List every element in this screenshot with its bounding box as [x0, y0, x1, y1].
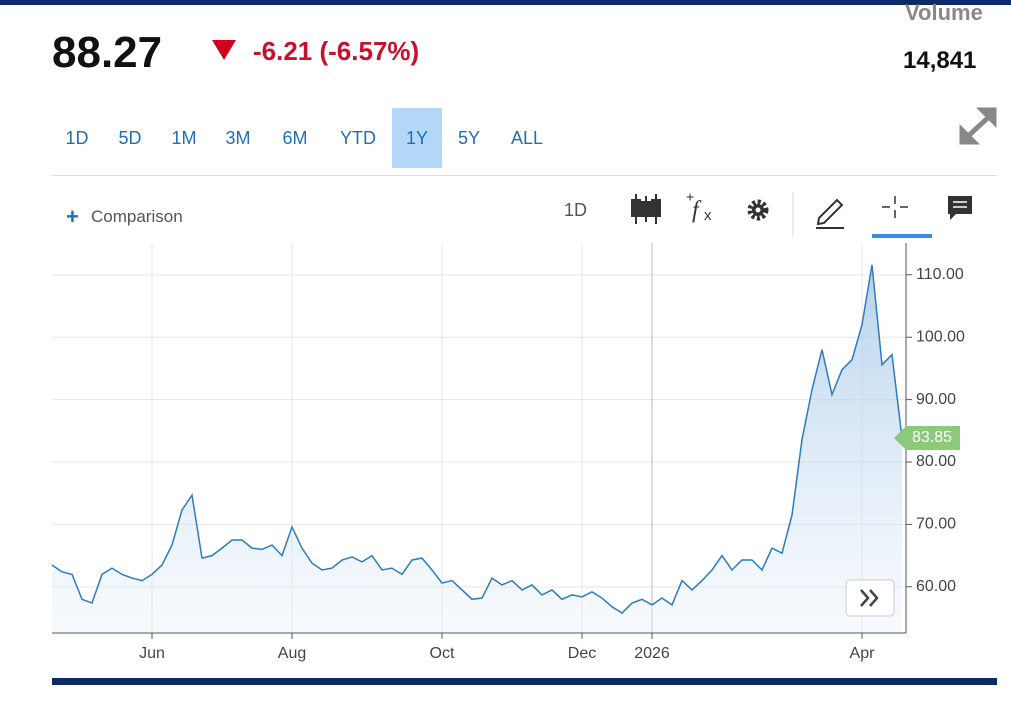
- interval-button[interactable]: 1D: [564, 200, 588, 220]
- volume: 14,841: [903, 47, 977, 74]
- candles-icon[interactable]: [631, 194, 661, 224]
- comment-icon[interactable]: [948, 196, 972, 220]
- last-price-label: 83.85: [912, 429, 952, 446]
- x-tick-label: Oct: [430, 645, 455, 662]
- x-tick-label: Jun: [139, 645, 165, 662]
- svg-text:x: x: [704, 207, 712, 224]
- range-button[interactable]: 1D: [65, 128, 89, 148]
- expand-icon[interactable]: [958, 106, 1000, 146]
- plus-icon[interactable]: +: [66, 204, 79, 229]
- area: [52, 264, 902, 633]
- y-tick-label: 110.00: [916, 266, 964, 283]
- price-change: -6.21 (-6.57%): [253, 36, 420, 66]
- scroll-button-box: [845, 579, 895, 617]
- active-tool-indicator: [872, 234, 932, 238]
- range-button[interactable]: 5D: [118, 128, 142, 148]
- x-tick-label: Dec: [568, 645, 596, 662]
- x-tick-label: Aug: [278, 645, 306, 662]
- scroll-button[interactable]: [845, 579, 895, 617]
- toolbar-icons: +f x: [631, 189, 972, 238]
- y-tick-label: 60.00: [916, 578, 956, 595]
- range-button[interactable]: ALL: [510, 128, 544, 148]
- range-button[interactable]: 5Y: [457, 128, 481, 148]
- y-tick-label: 70.00: [916, 516, 956, 533]
- scroll-button-icon: [860, 589, 879, 607]
- fx-icon[interactable]: +f x: [686, 189, 712, 224]
- draw-icon[interactable]: [816, 198, 844, 229]
- y-tick-label: 80.00: [916, 453, 956, 470]
- svg-text:f: f: [692, 198, 702, 224]
- range-button[interactable]: 1Y: [392, 108, 442, 168]
- top-bar: [0, 0, 1011, 5]
- last-price-tag: [894, 426, 960, 450]
- crosshair-icon[interactable]: [882, 196, 908, 218]
- svg-text:+: +: [686, 189, 694, 205]
- line: [51, 264, 903, 614]
- range-button[interactable]: YTD: [340, 128, 376, 148]
- price: 88.27: [52, 28, 163, 77]
- bottom-bar: [52, 678, 997, 685]
- y-tick-label: 100.00: [916, 328, 965, 345]
- comparison-button[interactable]: Comparison: [91, 207, 183, 226]
- range-button[interactable]: 6M: [282, 128, 308, 148]
- x-tick-label: 2026: [634, 645, 670, 662]
- settings-icon[interactable]: [747, 199, 769, 221]
- y-tick-label: 90.00: [916, 391, 956, 408]
- down-arrow: [212, 40, 236, 60]
- range-button[interactable]: 1M: [171, 128, 197, 148]
- x-tick-label: Apr: [850, 645, 876, 662]
- range-button[interactable]: 3M: [225, 128, 251, 148]
- divider: [52, 175, 997, 176]
- volume-label: Volume: [905, 0, 983, 25]
